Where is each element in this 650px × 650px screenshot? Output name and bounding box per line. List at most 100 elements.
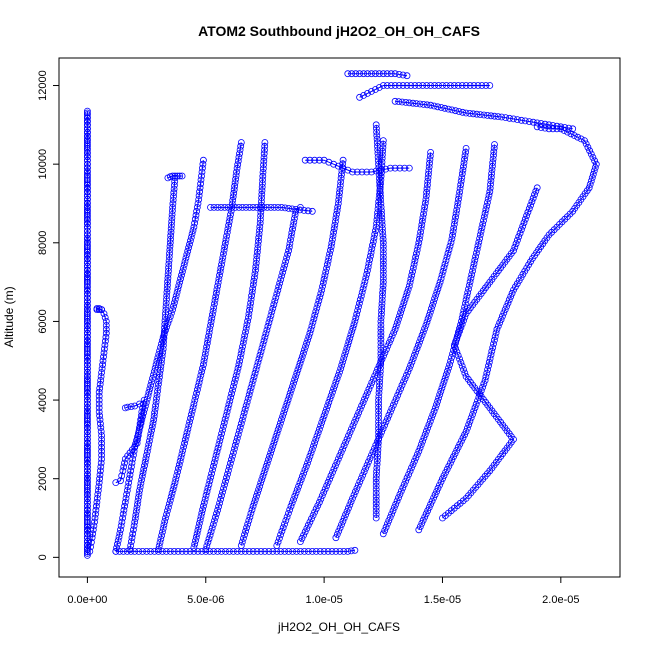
data-point xyxy=(288,383,296,390)
data-point xyxy=(185,421,193,429)
data-point xyxy=(385,339,393,347)
data-point xyxy=(153,357,161,365)
data-point xyxy=(84,416,91,424)
data-point xyxy=(239,413,247,420)
data-point xyxy=(374,209,382,217)
data-point xyxy=(162,303,170,310)
data-point xyxy=(181,258,189,265)
data-point xyxy=(376,178,384,186)
data-point xyxy=(84,379,91,387)
data-point xyxy=(191,540,199,548)
data-point xyxy=(458,170,466,178)
data-point xyxy=(430,494,438,502)
data-point xyxy=(365,458,372,466)
data-point xyxy=(255,234,263,242)
data-point xyxy=(84,499,91,506)
data-point xyxy=(84,314,91,321)
data-point xyxy=(84,432,91,439)
data-point xyxy=(220,246,228,254)
data-point xyxy=(393,319,401,327)
data-point xyxy=(477,227,485,235)
data-point xyxy=(313,304,321,312)
data-point xyxy=(260,469,268,477)
data-point xyxy=(208,311,216,319)
data-point xyxy=(166,313,174,320)
data-point xyxy=(199,502,207,510)
data-point xyxy=(379,239,387,247)
data-point xyxy=(384,415,391,422)
data-point xyxy=(344,341,352,349)
data-point xyxy=(445,246,453,254)
data-point xyxy=(454,443,462,451)
data-point xyxy=(210,548,218,555)
data-point xyxy=(365,259,373,267)
data-point xyxy=(258,187,266,195)
data-point xyxy=(168,211,176,218)
data-point xyxy=(306,156,314,164)
data-point xyxy=(466,110,474,117)
data-point xyxy=(118,518,126,526)
data-point xyxy=(410,351,418,359)
data-point xyxy=(465,285,472,293)
data-point xyxy=(480,111,488,119)
data-point xyxy=(415,526,423,534)
data-point xyxy=(257,208,265,216)
data-point xyxy=(460,366,467,373)
data-point xyxy=(344,70,352,78)
data-point xyxy=(377,339,385,347)
data-point xyxy=(225,463,233,471)
data-point xyxy=(440,472,448,480)
data-point xyxy=(287,502,295,510)
data-point xyxy=(383,520,391,528)
data-point xyxy=(84,407,91,415)
data-point xyxy=(483,199,491,206)
data-point xyxy=(84,216,91,224)
data-point xyxy=(379,70,387,78)
data-point xyxy=(84,276,91,284)
data-point xyxy=(382,165,390,173)
data-point xyxy=(415,239,423,247)
data-point xyxy=(249,285,257,292)
data-point xyxy=(377,343,385,350)
data-point xyxy=(379,246,387,254)
data-point xyxy=(457,177,465,185)
data-point xyxy=(379,275,387,282)
data-point xyxy=(149,371,157,379)
data-point xyxy=(302,343,309,350)
data-point xyxy=(84,386,91,394)
data-point xyxy=(127,403,135,411)
data-point xyxy=(101,345,108,353)
data-point xyxy=(406,278,414,286)
data-point xyxy=(165,264,173,272)
data-point xyxy=(446,361,454,369)
data-point xyxy=(286,240,294,247)
data-point xyxy=(196,188,204,196)
data-point xyxy=(167,228,175,236)
data-point xyxy=(313,432,321,440)
data-point xyxy=(466,278,474,286)
data-point xyxy=(117,526,124,534)
data-point xyxy=(342,511,350,519)
data-point xyxy=(124,403,131,411)
data-point xyxy=(317,422,325,430)
data-point xyxy=(97,424,105,432)
data-point xyxy=(379,260,387,268)
data-point xyxy=(227,393,235,401)
data-point xyxy=(84,495,91,503)
data-point xyxy=(218,261,225,269)
data-point xyxy=(84,262,91,270)
data-point xyxy=(416,523,424,530)
series-line xyxy=(193,142,266,548)
data-point xyxy=(211,513,219,521)
data-point xyxy=(84,273,91,281)
data-point xyxy=(368,451,375,459)
data-point xyxy=(443,253,451,261)
data-point xyxy=(84,234,91,242)
data-point xyxy=(363,461,371,469)
data-point xyxy=(84,114,91,122)
data-point xyxy=(468,271,476,279)
data-point xyxy=(378,158,386,166)
data-point xyxy=(456,440,464,448)
data-point xyxy=(91,518,98,526)
data-point xyxy=(169,172,177,180)
